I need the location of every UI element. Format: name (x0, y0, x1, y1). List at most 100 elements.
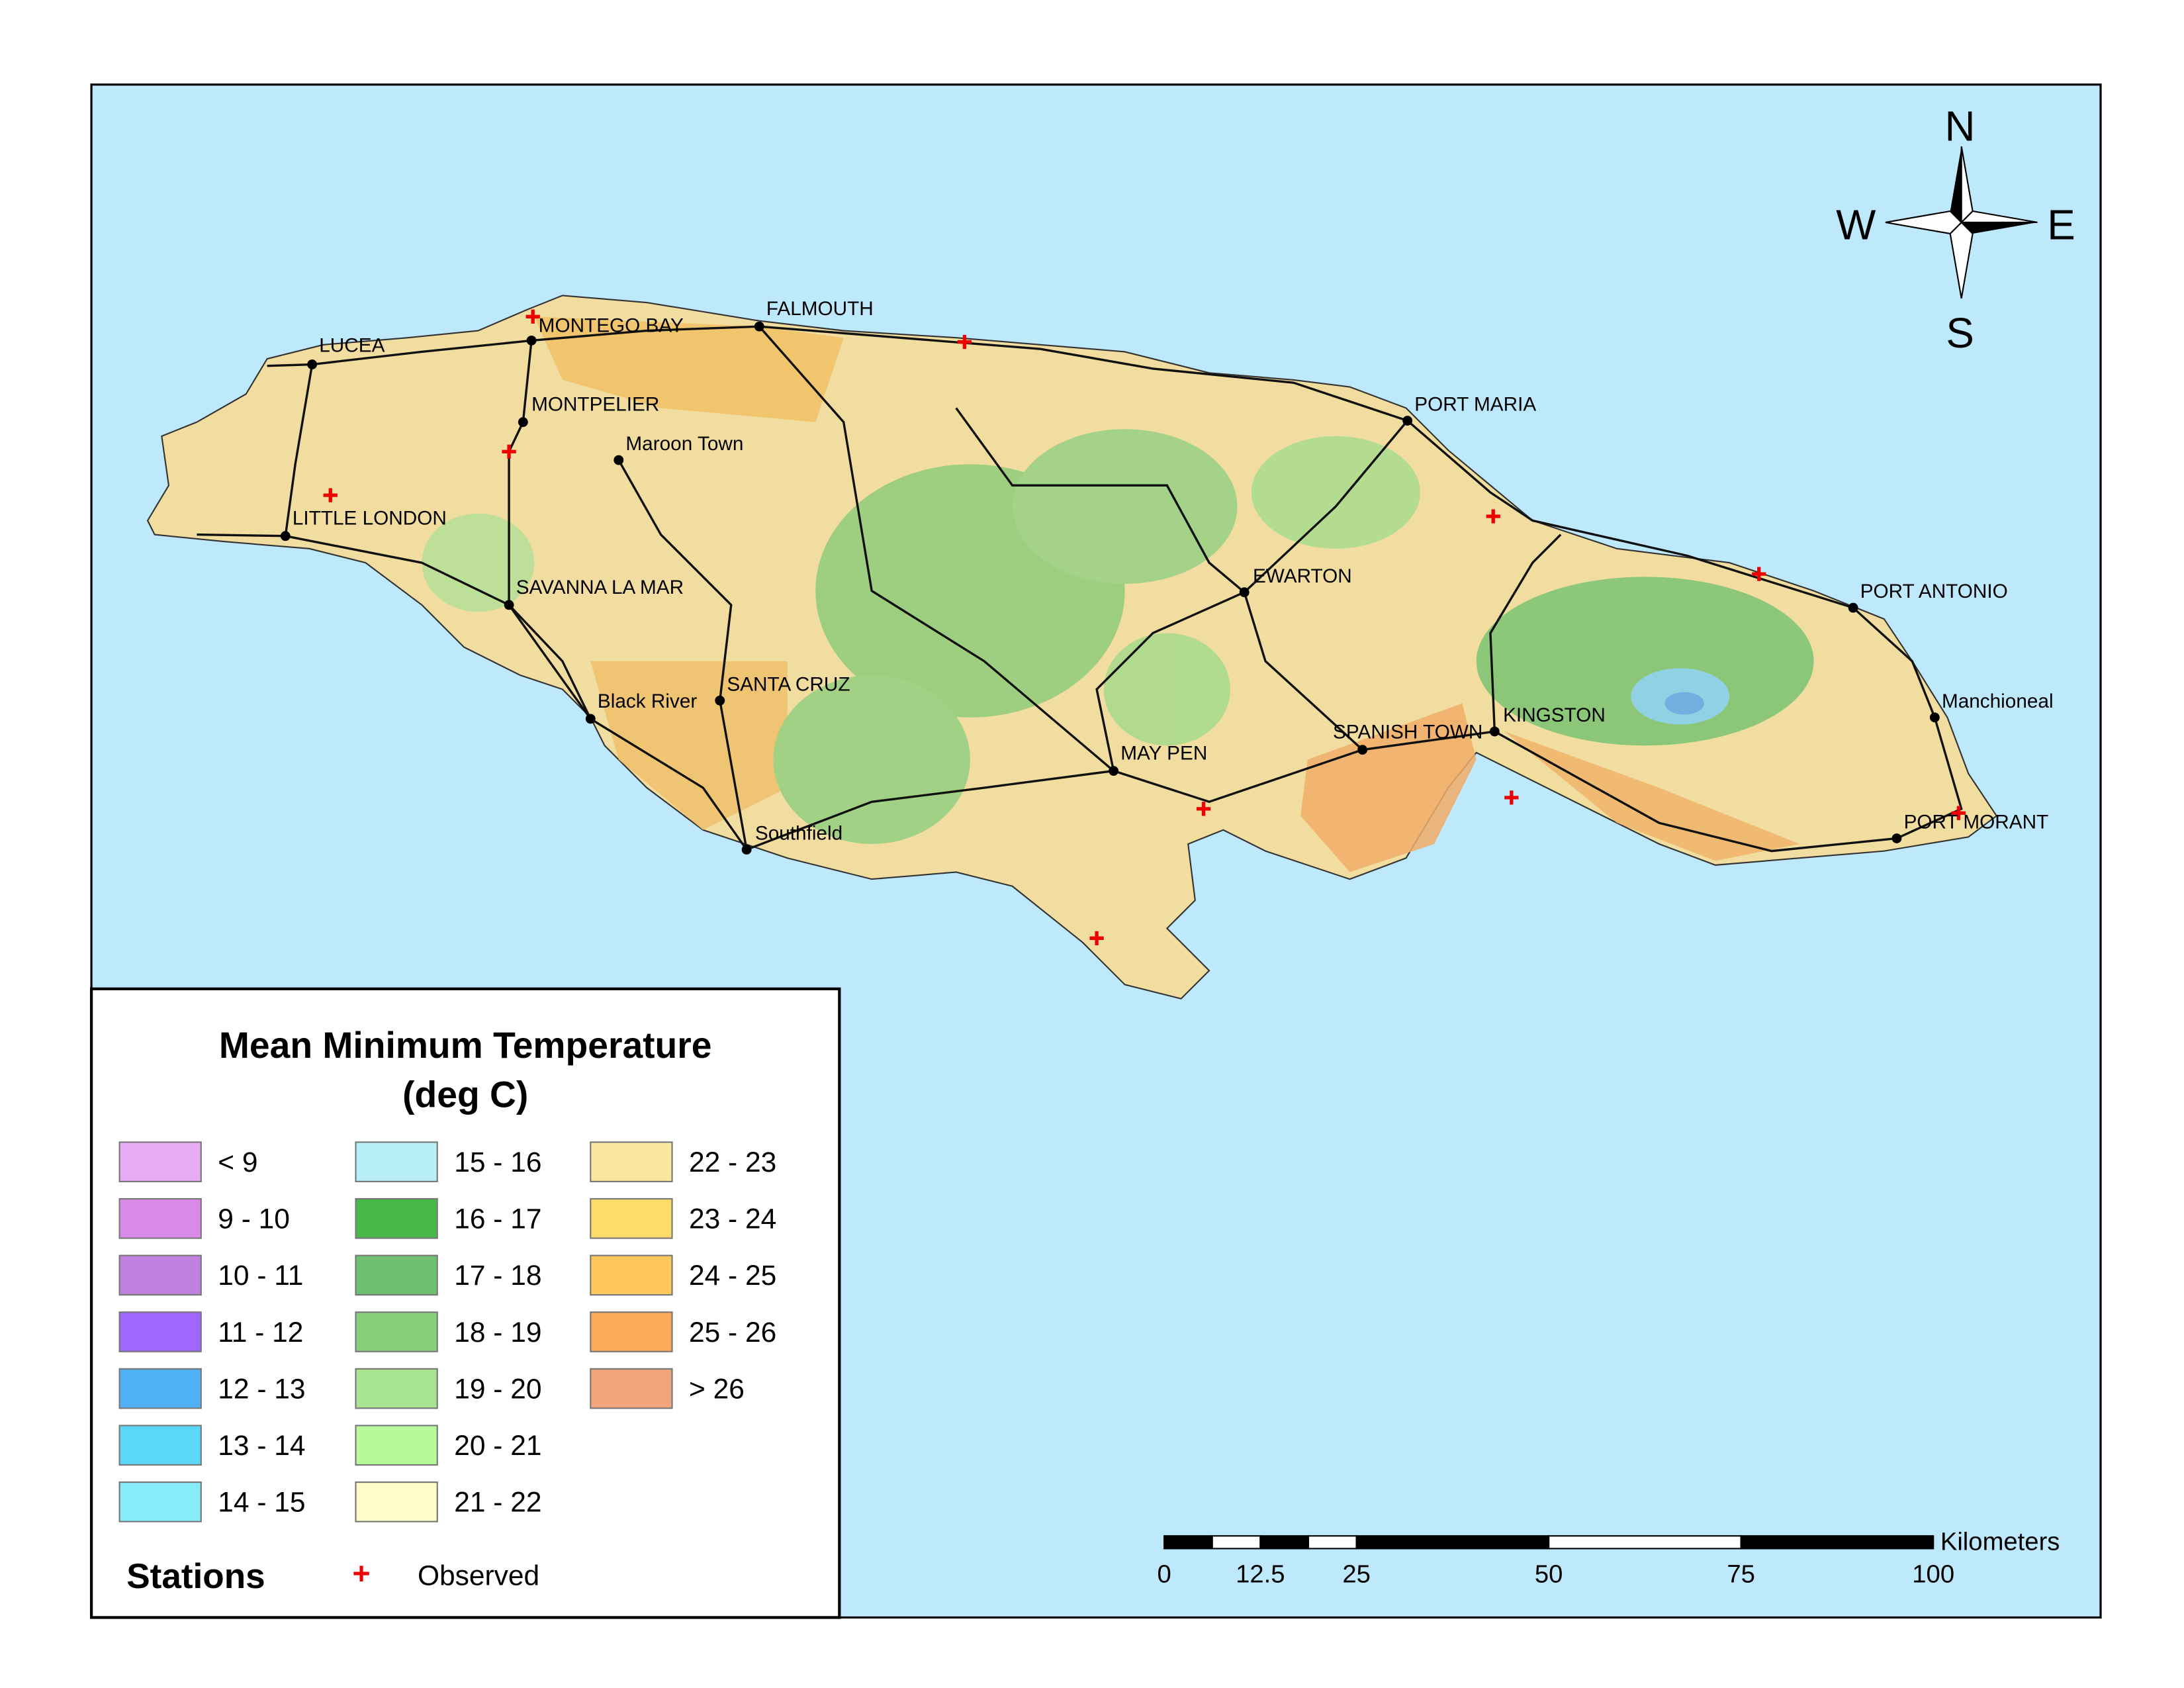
compass-rose: N W E S (1836, 103, 2075, 357)
town-dot (715, 695, 725, 706)
station-marker (525, 309, 540, 324)
town-dot (1109, 766, 1119, 776)
station-marker (1486, 509, 1500, 524)
scale-tick-label: 75 (1727, 1560, 1755, 1588)
town-dot (307, 359, 318, 369)
legend-swatch (355, 1254, 438, 1296)
scale-unit: Kilometers (1940, 1528, 2060, 1556)
town-label: MAY PEN (1120, 743, 1207, 765)
legend-swatch (118, 1481, 202, 1523)
town-dot (754, 321, 764, 332)
legend-label: 15 - 16 (454, 1147, 541, 1178)
stations-title: Stations (126, 1557, 265, 1596)
legend-label: 23 - 24 (689, 1204, 776, 1235)
scale-tick-label: 50 (1535, 1560, 1563, 1588)
town-dot (741, 845, 752, 855)
town-dot (518, 417, 528, 428)
station-marker (502, 444, 516, 459)
town-dot (1848, 602, 1858, 613)
station-markers (323, 309, 1966, 945)
station-marker (1089, 931, 1104, 945)
legend: Mean Minimum Temperature (deg C) Station… (89, 987, 841, 1619)
elevation-zones (422, 316, 1814, 872)
legend-swatch (355, 1141, 438, 1182)
legend-subtitle: (deg C) (402, 1074, 528, 1115)
legend-label: 10 - 11 (218, 1260, 303, 1291)
legend-label: > 26 (689, 1374, 745, 1405)
town-dot (585, 714, 596, 724)
town-label: SPANISH TOWN (1333, 722, 1482, 743)
scale-segment (1211, 1535, 1261, 1550)
scale-tick-label: 25 (1342, 1560, 1371, 1588)
town-label: Black River (598, 690, 697, 712)
legend-swatch (118, 1254, 202, 1296)
legend-swatch (118, 1425, 202, 1466)
legend-label: 16 - 17 (454, 1204, 541, 1235)
town-label: PORT MARIA (1414, 394, 1536, 416)
legend-swatch (118, 1368, 202, 1409)
legend-label: 9 - 10 (218, 1204, 290, 1235)
scale-segment (1259, 1535, 1310, 1550)
legend-label: 11 - 12 (218, 1317, 303, 1348)
town-label: FALMOUTH (766, 298, 874, 320)
town-dot (1402, 416, 1413, 426)
legend-swatch (355, 1197, 438, 1239)
legend-swatch (590, 1141, 673, 1182)
station-marker (957, 334, 972, 350)
legend-swatch (355, 1311, 438, 1352)
scale-tick-label: 0 (1157, 1560, 1171, 1588)
legend-swatch (355, 1481, 438, 1523)
compass-s: S (1946, 309, 1974, 357)
town-dot (1239, 587, 1250, 598)
town-dot (526, 335, 537, 346)
legend-label: 17 - 18 (454, 1260, 541, 1291)
town-dot (1891, 833, 1902, 843)
legend-swatch (590, 1368, 673, 1409)
legend-swatch (590, 1311, 673, 1352)
scale-segment (1548, 1535, 1742, 1550)
scale-bar: Kilometers 0 12.5 25 50 75 100 (1157, 1528, 2060, 1589)
legend-swatch (118, 1141, 202, 1182)
legend-swatch (590, 1254, 673, 1296)
legend-swatch (590, 1197, 673, 1239)
town-dot (1357, 745, 1368, 755)
legend-swatch (118, 1311, 202, 1352)
station-marker (1752, 567, 1766, 581)
stations-label: Observed (418, 1561, 539, 1592)
legend-label: 12 - 13 (218, 1374, 305, 1405)
town-label: PORT ANTONIO (1860, 581, 2008, 602)
town-label: MONTPELIER (531, 394, 659, 416)
station-marker (1196, 802, 1211, 816)
legend-swatch (355, 1425, 438, 1466)
place-labels: LUCEA MONTEGO BAY FALMOUTH MONTPELIER Maroon… (280, 298, 2054, 855)
legend-label: 14 - 15 (218, 1487, 305, 1519)
legend-label: 24 - 25 (689, 1260, 776, 1291)
scale-segment (1740, 1535, 1934, 1550)
town-label: SAVANNA LA MAR (516, 577, 684, 598)
town-label: Manchioneal (1942, 690, 2054, 712)
town-label: Maroon Town (625, 433, 743, 455)
legend-label: 20 - 21 (454, 1430, 541, 1462)
town-dot (1489, 726, 1500, 737)
legend-swatch (118, 1197, 202, 1239)
station-marker (323, 488, 338, 502)
town-label: Southfield (755, 823, 842, 845)
town-dot (1929, 712, 1940, 723)
legend-label: < 9 (218, 1147, 257, 1178)
town-label: LITTLE LONDON (293, 508, 447, 530)
station-marker (1951, 806, 1966, 820)
town-label: EWARTON (1253, 565, 1352, 587)
scale-segment (1307, 1535, 1357, 1550)
town-label: LUCEA (319, 334, 385, 356)
town-label: MONTEGO BAY (539, 315, 684, 337)
scale-tick-label: 12.5 (1236, 1560, 1285, 1588)
compass-w: W (1836, 201, 1876, 248)
scale-segment (1163, 1535, 1213, 1550)
legend-label: 21 - 22 (454, 1487, 541, 1519)
legend-label: 25 - 26 (689, 1317, 776, 1348)
town-label: SANTA CRUZ (727, 673, 850, 695)
legend-title: Mean Minimum Temperature (219, 1025, 712, 1066)
legend-swatch (355, 1368, 438, 1409)
